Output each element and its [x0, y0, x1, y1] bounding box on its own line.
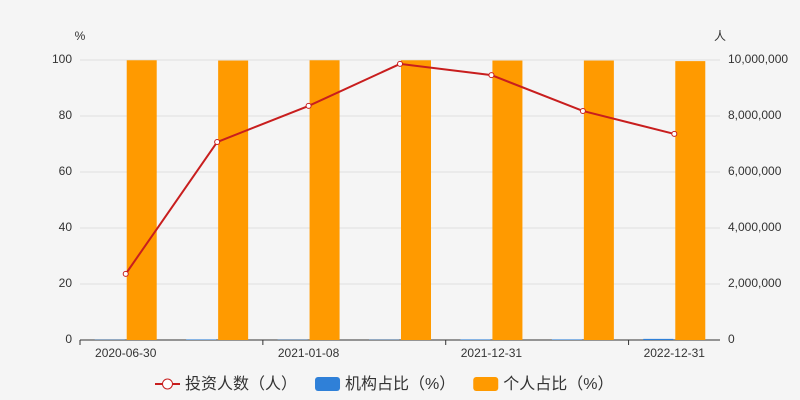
bar [186, 339, 217, 340]
bar [401, 60, 431, 340]
bar [675, 61, 706, 341]
legend-swatch [315, 377, 341, 391]
point [214, 139, 221, 146]
y-tick-label: 40 [59, 220, 73, 234]
legend-swatch [473, 377, 499, 391]
y-tick-label: 80 [59, 108, 73, 122]
y2-tick-label: 8,000,000 [728, 108, 782, 122]
bar [460, 339, 491, 340]
point [671, 130, 678, 137]
y2-tick-label: 4,000,000 [728, 220, 782, 234]
point [488, 72, 495, 79]
x-tick-label: 2021-12-31 [461, 346, 523, 360]
legend-label: 投资人数（人） [185, 375, 297, 393]
x-tick-label: 2020-06-30 [95, 346, 157, 360]
bar [551, 339, 582, 340]
legend-label: 个人占比（%） [503, 375, 613, 393]
legend-label: 机构占比（%） [345, 375, 455, 393]
bar [309, 60, 340, 340]
bar [643, 338, 674, 340]
point [579, 107, 586, 114]
legend-marker [162, 378, 173, 390]
point [122, 270, 129, 277]
y-tick-label: 100 [52, 52, 72, 66]
y-tick-label: 20 [59, 276, 73, 290]
point [397, 60, 403, 67]
y-tick-label: 0 [65, 332, 72, 346]
legend: 投资人数（人） 机构占比（%） 个人占比（%） [155, 375, 613, 393]
y-tick-label: 60 [59, 164, 73, 178]
point [305, 102, 312, 109]
y2-tick-label: 6,000,000 [728, 164, 782, 178]
x-tick-label: 2022-12-31 [644, 346, 706, 360]
y2-tick-label: 0 [728, 332, 735, 346]
bar [583, 60, 614, 341]
bar [126, 60, 157, 340]
y2-tick-label: 10,000,000 [728, 52, 788, 66]
x-tick-label: 2021-01-08 [278, 346, 340, 360]
y2-unit: 人 [714, 29, 726, 43]
y-unit: % [75, 29, 86, 43]
bar [218, 60, 249, 341]
y2-tick-label: 2,000,000 [728, 276, 782, 290]
bar [492, 60, 523, 341]
